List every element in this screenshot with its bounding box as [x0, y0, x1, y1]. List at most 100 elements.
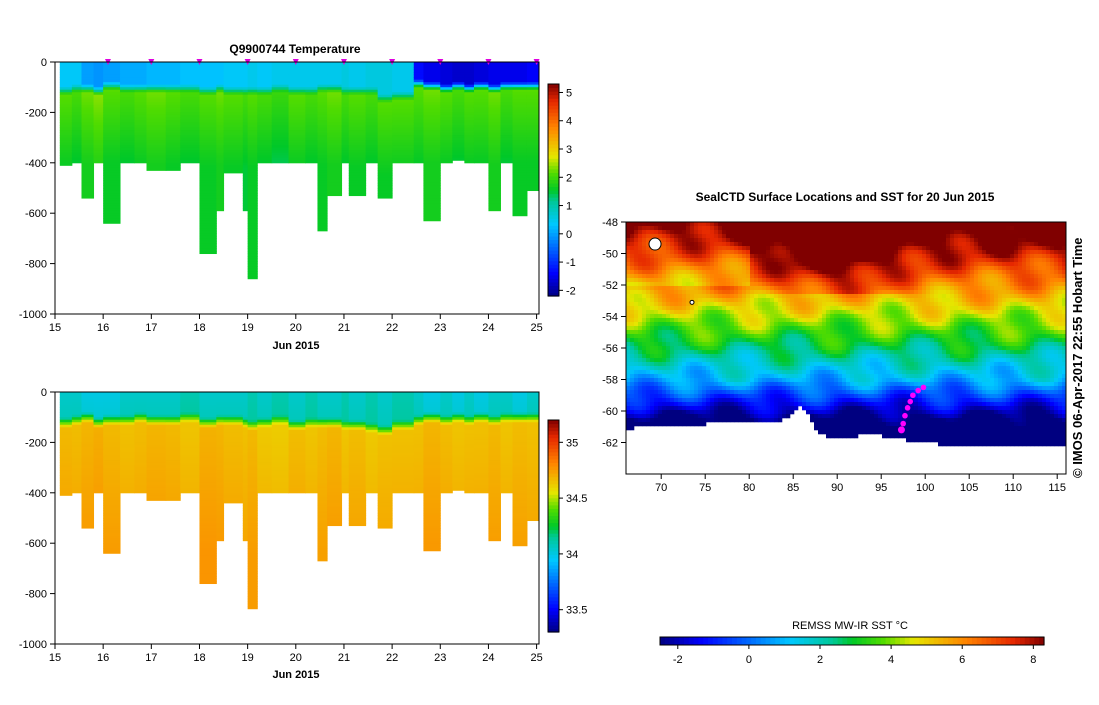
sst-cell	[666, 346, 670, 350]
sst-cell	[654, 326, 658, 330]
sst-cell	[626, 386, 630, 390]
sst-map-panel: SealCTD Surface Locations and SST for 20…	[602, 190, 1066, 666]
sst-cell	[690, 246, 694, 250]
sst-cell	[678, 262, 682, 266]
sst-cell	[706, 258, 710, 262]
sst-cell	[714, 230, 718, 234]
sst-cell	[630, 270, 634, 274]
sst-cell	[694, 230, 698, 234]
sst-cell	[702, 382, 706, 386]
sst-cell	[682, 222, 686, 226]
sst-cell	[718, 326, 722, 330]
sst-cell	[686, 350, 690, 354]
sst-cell	[710, 286, 714, 290]
sst-cell	[722, 262, 726, 266]
sst-cell	[718, 278, 722, 282]
sst-cell	[686, 334, 690, 338]
sst-cell	[678, 242, 682, 246]
sst-cell	[666, 242, 670, 246]
sst-cell	[638, 226, 642, 230]
colorbar-segment	[548, 484, 559, 488]
sst-cell	[682, 234, 686, 238]
sst-cell	[634, 338, 638, 342]
temperature-cell	[342, 160, 350, 163]
sst-cell	[714, 346, 718, 350]
sst-cell	[714, 262, 718, 266]
sst-cell	[634, 222, 638, 226]
colorbar-segment	[548, 547, 559, 551]
sst-cell	[718, 354, 722, 358]
sst-cell	[706, 334, 710, 338]
sst-cell	[718, 334, 722, 338]
sst-cell	[674, 410, 678, 414]
sst-cell	[706, 350, 710, 354]
sst-cell	[654, 386, 658, 390]
sst-cell	[706, 370, 710, 374]
sst-cell	[674, 398, 678, 402]
sst-cell	[630, 422, 634, 426]
sst-cell	[658, 390, 662, 394]
sst-cell	[678, 294, 682, 298]
colorbar-segment	[548, 201, 559, 205]
sst-cell	[694, 386, 698, 390]
sst-cell	[674, 230, 678, 234]
colorbar-segment	[548, 568, 559, 572]
sst-cell	[670, 322, 674, 326]
sst-cell	[702, 410, 706, 414]
temperature-cell	[327, 193, 342, 196]
sst-cell	[718, 350, 722, 354]
sst-cell	[710, 270, 714, 274]
temperature-cell	[452, 158, 465, 161]
sst-cell	[626, 246, 630, 250]
sst-cell	[690, 250, 694, 254]
x-tick-label: 18	[193, 652, 205, 664]
sst-cell	[650, 398, 654, 402]
sst-cell	[674, 266, 678, 270]
sst-cell	[710, 290, 714, 294]
sst-cell	[722, 222, 726, 226]
temperature-cell	[414, 160, 424, 163]
sst-cell	[718, 410, 722, 414]
sst-cell	[706, 342, 710, 346]
sst-cell	[682, 406, 686, 410]
sst-cell	[718, 378, 722, 382]
sst-cell	[714, 382, 718, 386]
sst-cell	[630, 370, 634, 374]
colorbar-segment	[548, 565, 559, 569]
sst-cell	[710, 386, 714, 390]
sst-cell	[690, 286, 694, 290]
sst-cell	[634, 258, 638, 262]
sst-cell	[662, 230, 666, 234]
sst-cell	[694, 350, 698, 354]
colorbar-segment	[548, 498, 559, 502]
sst-cell	[706, 254, 710, 258]
sst-cell	[722, 246, 726, 250]
sst-cell	[642, 378, 646, 382]
sst-cell	[674, 306, 678, 310]
sst-cell	[662, 354, 666, 358]
sst-cell	[670, 410, 674, 414]
colorbar-segment	[548, 119, 559, 123]
sst-cell	[658, 234, 662, 238]
sst-cell	[634, 362, 638, 366]
sst-cell	[654, 262, 658, 266]
sst-cell	[682, 422, 686, 426]
sst-cell	[646, 290, 650, 294]
sst-cell	[670, 362, 674, 366]
sst-cell	[654, 390, 658, 394]
sst-cell	[686, 410, 690, 414]
salinity-cell	[216, 538, 224, 541]
sst-cell	[642, 406, 646, 410]
salinity-cell	[289, 490, 306, 493]
sst-cell	[722, 282, 726, 286]
colorbar-segment	[548, 597, 559, 601]
sst-cell	[646, 422, 650, 426]
sst-cell	[718, 254, 722, 258]
sst-cell	[714, 222, 718, 226]
sst-cell	[694, 274, 698, 278]
sst-cell	[626, 258, 630, 262]
temperature-cell	[527, 188, 540, 191]
sst-cell	[690, 330, 694, 334]
sst-cell	[718, 302, 722, 306]
